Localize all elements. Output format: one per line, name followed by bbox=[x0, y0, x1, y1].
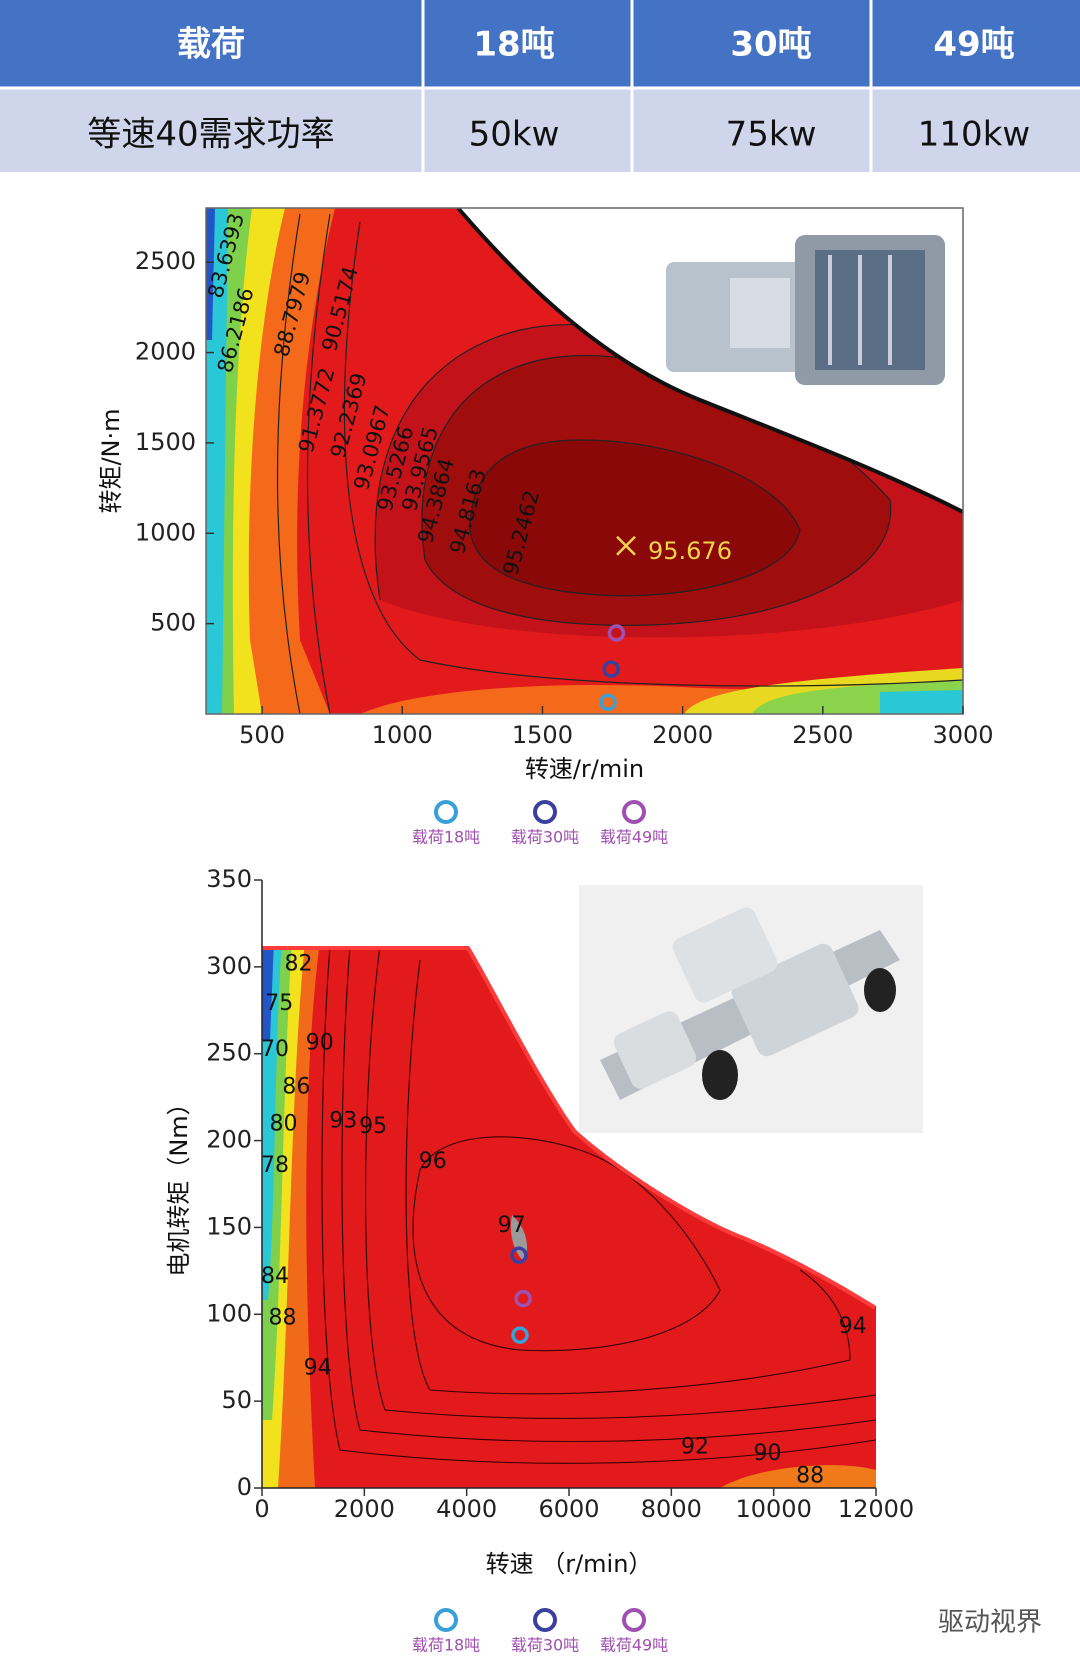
x-axis-label: 转速/r/min bbox=[525, 755, 644, 783]
header-cell: 49吨 bbox=[933, 25, 1014, 65]
x-tick-label: 12000 bbox=[838, 1495, 914, 1523]
contour-label: 84 bbox=[261, 1264, 289, 1289]
x-tick-label: 1500 bbox=[512, 721, 573, 749]
operating-point bbox=[514, 1289, 532, 1308]
y-axis-label: 转矩/N·m bbox=[97, 408, 125, 513]
body-row bbox=[0, 88, 1080, 172]
y-axis-label: 电机转矩（Nm） bbox=[165, 1091, 193, 1276]
contour-label: 96 bbox=[419, 1149, 447, 1174]
legend-marker bbox=[434, 800, 458, 824]
y-tick-label: 250 bbox=[206, 1039, 252, 1067]
gearbox-image bbox=[666, 235, 945, 385]
legend-marker bbox=[533, 800, 557, 824]
y-tick-label: 100 bbox=[206, 1299, 252, 1327]
legend-marker bbox=[622, 800, 646, 824]
contour-label: 93 bbox=[329, 1108, 357, 1133]
peak-label: 95.676 bbox=[648, 537, 732, 565]
y-tick-label: 2500 bbox=[135, 247, 196, 275]
legend-label: 载荷49吨 bbox=[600, 1636, 668, 1655]
legend-label: 载荷18吨 bbox=[412, 1636, 480, 1655]
peak-marker bbox=[616, 535, 636, 556]
legend-marker bbox=[622, 1608, 646, 1632]
x-tick-label: 1000 bbox=[372, 721, 433, 749]
contour-label: 88 bbox=[268, 1306, 296, 1331]
operating-point bbox=[510, 1246, 528, 1264]
legend-label: 载荷30吨 bbox=[511, 828, 579, 847]
cell: 等速40需求功率 bbox=[87, 115, 334, 155]
header-cell: 30吨 bbox=[730, 25, 811, 65]
legend-label: 载荷30吨 bbox=[511, 1636, 579, 1655]
cell: 110kw bbox=[918, 115, 1030, 155]
x-tick-label: 0 bbox=[254, 1495, 269, 1523]
contour-label: 78 bbox=[261, 1153, 289, 1178]
x-tick-label: 3000 bbox=[932, 721, 993, 749]
plot-frame bbox=[205, 207, 964, 715]
contour-label: 92 bbox=[681, 1435, 709, 1460]
y-tick-label: 1500 bbox=[135, 428, 196, 456]
cell: 75kw bbox=[726, 115, 817, 155]
contour-label: 80 bbox=[270, 1112, 298, 1137]
legend-marker bbox=[533, 1608, 557, 1632]
operating-point bbox=[602, 660, 620, 678]
contour-label: 75 bbox=[265, 991, 293, 1016]
legend-marker bbox=[434, 1608, 458, 1632]
cell: 50kw bbox=[469, 115, 560, 155]
y-tick-label: 50 bbox=[221, 1386, 252, 1414]
y-tick-label: 2000 bbox=[135, 338, 196, 366]
x-tick-label: 6000 bbox=[538, 1495, 599, 1523]
x-tick-label: 2500 bbox=[792, 721, 853, 749]
x-tick-label: 10000 bbox=[735, 1495, 811, 1523]
operating-point bbox=[607, 624, 626, 642]
header-cell: 18吨 bbox=[473, 25, 554, 65]
contour-label: 90 bbox=[754, 1441, 782, 1466]
contour-label: 95 bbox=[359, 1114, 387, 1139]
contour-label: 82 bbox=[284, 952, 312, 977]
operating-point bbox=[511, 1326, 529, 1344]
y-tick-label: 500 bbox=[150, 609, 196, 637]
x-tick-label: 8000 bbox=[641, 1495, 702, 1523]
y-tick-label: 150 bbox=[206, 1212, 252, 1240]
x-tick-label: 2000 bbox=[652, 721, 713, 749]
header-row bbox=[0, 0, 1080, 88]
contour-label: 86 bbox=[282, 1074, 310, 1099]
y-tick-label: 1000 bbox=[135, 518, 196, 546]
contour-label: 70 bbox=[261, 1037, 289, 1062]
y-tick-label: 350 bbox=[206, 865, 252, 893]
y-tick-label: 300 bbox=[206, 952, 252, 980]
contour-label: 94 bbox=[304, 1356, 332, 1381]
contour-label: 90 bbox=[306, 1031, 334, 1056]
operating-point bbox=[599, 693, 617, 712]
watermark: 驱动视界 bbox=[938, 1608, 1042, 1638]
legend-label: 载荷49吨 bbox=[600, 828, 668, 847]
contour-label: 94 bbox=[839, 1314, 867, 1339]
x-tick-label: 4000 bbox=[436, 1495, 497, 1523]
contour-label: 88 bbox=[796, 1463, 824, 1488]
axle-image bbox=[579, 885, 923, 1133]
contour-map bbox=[206, 208, 963, 714]
table: 载荷 18吨 30吨 49吨 等速40需求功率 50kw 75kw 110kw bbox=[0, 0, 1080, 172]
header-cell: 载荷 bbox=[177, 25, 245, 65]
x-tick-label: 2000 bbox=[334, 1495, 395, 1523]
y-tick-label: 200 bbox=[206, 1126, 252, 1154]
legend-label: 载荷18吨 bbox=[412, 828, 480, 847]
x-tick-label: 500 bbox=[239, 721, 285, 749]
contour-label: 97 bbox=[498, 1213, 526, 1238]
y-tick-label: 0 bbox=[237, 1473, 252, 1501]
x-axis-label: 转速 （r/min） bbox=[486, 1550, 653, 1578]
